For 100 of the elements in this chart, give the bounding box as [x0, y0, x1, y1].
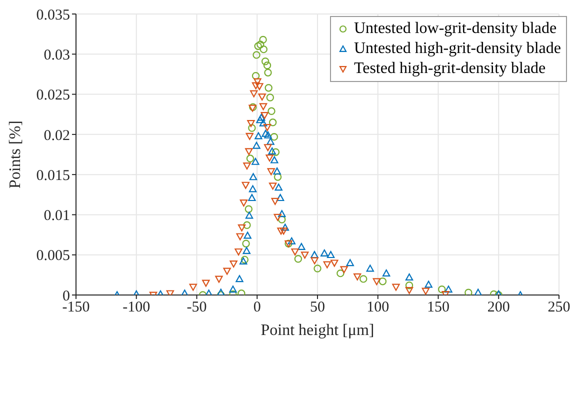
- point: [267, 168, 275, 176]
- point: [243, 221, 251, 229]
- point: [263, 62, 272, 70]
- point: [248, 124, 256, 132]
- point: [272, 148, 280, 156]
- point: [372, 278, 381, 286]
- y-tick-label: 0.03: [44, 47, 70, 64]
- point: [326, 251, 335, 258]
- y-tick-label: 0.005: [36, 248, 70, 264]
- point: [298, 242, 306, 250]
- point: [246, 154, 254, 162]
- point: [266, 94, 274, 102]
- point: [240, 199, 248, 207]
- point: [264, 84, 272, 92]
- point: [254, 132, 262, 140]
- point: [424, 280, 432, 288]
- point: [346, 259, 354, 266]
- point: [274, 184, 282, 191]
- point: [268, 182, 277, 190]
- point: [330, 260, 338, 267]
- point: [278, 210, 286, 218]
- x-tick-label: -50: [186, 300, 207, 316]
- point: [244, 232, 252, 239]
- y-tick-label: 0.01: [44, 208, 70, 224]
- point: [270, 132, 278, 141]
- point: [310, 251, 318, 258]
- point: [189, 284, 197, 291]
- point: [259, 103, 268, 110]
- y-tick-label: 0.025: [36, 88, 70, 104]
- point: [405, 273, 414, 281]
- point: [438, 286, 446, 294]
- x-tick-label: 50: [310, 300, 325, 316]
- point: [474, 288, 482, 295]
- point: [202, 280, 210, 287]
- point: [422, 288, 430, 295]
- point: [268, 147, 276, 154]
- point: [300, 252, 309, 259]
- point: [242, 182, 250, 189]
- point: [250, 90, 258, 98]
- legend-label: Untested high-grit-density blade: [354, 39, 561, 59]
- point: [245, 148, 253, 156]
- point: [264, 68, 272, 76]
- point: [252, 158, 260, 165]
- point: [252, 142, 260, 149]
- point: [264, 131, 272, 138]
- point: [236, 275, 244, 282]
- point: [236, 233, 244, 240]
- point: [323, 261, 332, 268]
- x-axis-title: Point height [μm]: [260, 322, 374, 339]
- point: [229, 286, 237, 293]
- point: [276, 194, 284, 202]
- point: [270, 156, 278, 164]
- point: [281, 224, 289, 231]
- point: [215, 276, 223, 283]
- point: [271, 198, 279, 205]
- point: [261, 58, 270, 66]
- point: [340, 266, 348, 274]
- point: [378, 278, 387, 286]
- point: [258, 94, 266, 101]
- point: [274, 173, 282, 181]
- point: [259, 119, 268, 126]
- point: [248, 194, 256, 202]
- point: [256, 116, 264, 124]
- point: [243, 162, 251, 170]
- point: [234, 248, 242, 256]
- point: [260, 112, 268, 120]
- point: [291, 248, 299, 256]
- point: [252, 82, 260, 90]
- point: [366, 264, 374, 272]
- point: [252, 72, 260, 80]
- x-tick-label: 200: [487, 300, 510, 316]
- point: [230, 260, 238, 268]
- point: [260, 45, 268, 54]
- x-tick-label: 0: [253, 300, 261, 316]
- point: [382, 269, 390, 277]
- point: [392, 284, 400, 291]
- y-tick-label: 0.02: [44, 128, 70, 144]
- point: [268, 118, 277, 126]
- x-tick-label: 150: [427, 300, 450, 316]
- point: [294, 255, 302, 263]
- point: [256, 83, 264, 90]
- point: [288, 237, 296, 244]
- point: [320, 249, 328, 256]
- point: [278, 216, 286, 224]
- point: [268, 107, 276, 115]
- point: [242, 246, 250, 254]
- point: [262, 130, 270, 137]
- legend-label: Untested low-grit-density blade: [354, 19, 557, 39]
- point: [263, 124, 272, 132]
- point: [254, 42, 262, 50]
- legend-label: Tested high-grit-density blade: [354, 59, 546, 79]
- point: [353, 273, 362, 280]
- point: [464, 288, 472, 295]
- point: [266, 138, 274, 145]
- point: [310, 257, 318, 264]
- point: [244, 205, 253, 213]
- point: [238, 224, 246, 232]
- point: [314, 264, 322, 272]
- point: [360, 275, 368, 283]
- y-tick-label: 0.035: [36, 7, 70, 24]
